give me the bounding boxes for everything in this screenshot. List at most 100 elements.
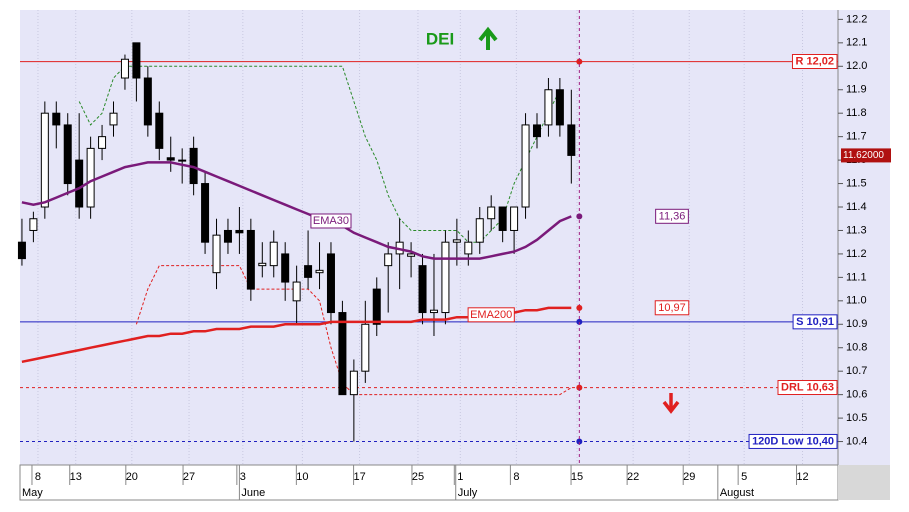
candle-body (304, 265, 313, 278)
candle-body (326, 253, 335, 314)
candle-body (487, 206, 496, 220)
up-arrow (478, 26, 498, 50)
x-tick-label: 3 (240, 471, 246, 483)
candle-body (567, 124, 576, 156)
y-tick-label: 10.5 (846, 412, 867, 424)
y-tick-label: 10.4 (846, 435, 867, 447)
candle-body (544, 89, 553, 126)
y-tick-label: 11.5 (846, 177, 867, 189)
candle-body (475, 218, 484, 243)
y-tick-label: 10.8 (846, 342, 867, 354)
level-label: 120D Low 10,40 (752, 435, 834, 447)
level-label: DRL 10,63 (781, 382, 834, 394)
candle-body (75, 159, 84, 208)
ema-name: EMA30 (313, 215, 349, 227)
level-box (777, 380, 838, 396)
candle-body (555, 89, 564, 126)
y-tick-label: 11.8 (846, 107, 867, 119)
candle-body (98, 136, 107, 149)
corner (838, 465, 890, 500)
candle-body (498, 206, 507, 231)
candle-body (441, 241, 450, 314)
candle-body (510, 206, 519, 231)
candle-body (52, 112, 61, 126)
level-label: S 10,91 (796, 316, 834, 328)
y-tick-label: 10.6 (846, 389, 867, 401)
price-tag (841, 148, 891, 163)
y-tick-label: 12.1 (846, 37, 867, 49)
month-label: May (22, 487, 43, 499)
x-tick-label: 25 (412, 471, 424, 483)
plot-background (20, 10, 890, 465)
x-tick-label: 13 (70, 471, 82, 483)
candle-body (429, 309, 438, 314)
annotation: DEI (426, 29, 454, 48)
candle-body (235, 229, 244, 234)
ema-end-label: 10,97 (658, 302, 686, 314)
candle-body (361, 323, 370, 372)
x-tick-label: 20 (126, 471, 138, 483)
ema-end-box (654, 300, 690, 316)
x-tick-label: 8 (513, 471, 519, 483)
stop-line (135, 265, 572, 396)
level-box (748, 433, 838, 449)
candle-body (166, 157, 175, 161)
y-tick-label: 10.9 (846, 318, 867, 330)
candle-body (452, 239, 461, 243)
x-tick-label: 1 (457, 471, 463, 483)
ema-name-box (467, 307, 515, 323)
candle-body (292, 281, 301, 302)
ema-name-box (310, 213, 352, 229)
x-tick-label: 27 (183, 471, 195, 483)
candle-body (532, 124, 541, 138)
ema-dot (576, 213, 583, 220)
x-tick-label: 15 (571, 471, 583, 483)
candle-body (315, 269, 324, 274)
down-arrow (662, 393, 680, 414)
candle-body (86, 147, 95, 208)
candle-body (281, 253, 290, 283)
level-box (792, 314, 838, 330)
candle-body (407, 253, 416, 257)
candle-body (258, 262, 267, 267)
ema-end-box (655, 208, 689, 224)
level-dot (576, 384, 583, 391)
candle-body (132, 42, 141, 79)
candle-body (17, 241, 26, 260)
price-tag-label: 11.62000 (843, 150, 884, 161)
y-tick-label: 12.0 (846, 60, 867, 72)
x-tick-label: 29 (683, 471, 695, 483)
candle-body (269, 241, 278, 267)
candle-body (201, 183, 210, 243)
candle-body (338, 312, 347, 396)
candle-body (464, 241, 473, 255)
candle-body (178, 159, 187, 162)
x-tick-label: 10 (296, 471, 308, 483)
level-dot (576, 58, 583, 65)
y-tick-label: 11.4 (846, 201, 867, 213)
ema-dot (576, 304, 583, 311)
ema-end-label: 11,36 (659, 210, 686, 222)
candle-body (246, 229, 255, 290)
level-label: R 12,02 (795, 56, 834, 68)
candle-body (372, 288, 381, 325)
y-tick-label: 11.2 (846, 248, 867, 260)
y-tick-label: 11.0 (846, 295, 867, 307)
x-tick-label: 5 (741, 471, 747, 483)
x-tick-label: 12 (796, 471, 808, 483)
level-box (791, 54, 838, 70)
x-tick-label: 8 (35, 471, 41, 483)
candle-body (349, 370, 358, 396)
y-tick-label: 12.2 (846, 13, 867, 25)
y-tick-label: 10.7 (846, 365, 867, 377)
month-label: July (458, 487, 478, 499)
candle-body (212, 234, 221, 274)
ema-line (21, 161, 572, 260)
candle-body (120, 58, 129, 79)
level-dot (576, 318, 583, 325)
candle-body (143, 77, 152, 126)
x-tick-label: 22 (627, 471, 639, 483)
candle-body (109, 112, 118, 126)
x-tick-label: 17 (353, 471, 365, 483)
candle-body (521, 124, 530, 208)
